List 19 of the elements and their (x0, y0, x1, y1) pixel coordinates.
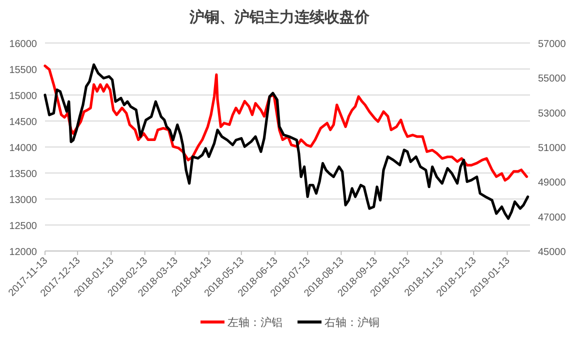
y2-tick-label: 47000 (538, 212, 566, 224)
chart-title: 沪铜、沪铝主力连续收盘价 (188, 8, 370, 26)
y2-tick-label: 51000 (538, 143, 566, 154)
y-tick-label: 16000 (9, 39, 38, 50)
legend-label: 左轴：沪铝 (228, 316, 282, 329)
y-tick-label: 15500 (9, 65, 38, 76)
y-tick-label: 15000 (9, 91, 38, 102)
y2-tick-label: 49000 (538, 178, 566, 189)
y-tick-label: 12500 (9, 221, 38, 232)
legend-label: 右轴：沪铜 (324, 316, 380, 329)
y-tick-label: 12000 (9, 247, 38, 258)
y2-tick-label: 45000 (538, 247, 566, 258)
y-tick-label: 14500 (9, 117, 38, 128)
y2-tick-label: 55000 (538, 74, 566, 85)
y-tick-label: 14000 (9, 143, 38, 154)
y-tick-label: 13000 (9, 195, 38, 206)
y2-tick-label: 53000 (538, 108, 566, 120)
y-tick-label: 13500 (9, 169, 38, 180)
y2-tick-label: 57000 (538, 39, 566, 50)
